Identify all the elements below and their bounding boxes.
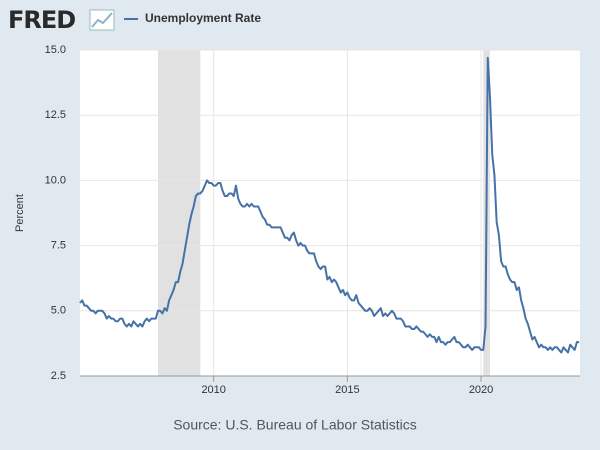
y-tick-label: 10.0: [45, 174, 66, 186]
legend-label: Unemployment Rate: [145, 11, 261, 25]
line: [79, 56, 580, 354]
x-tick-label: 2020: [469, 384, 493, 396]
y-tick-label: 12.5: [45, 109, 66, 121]
y-tick-label: 5.0: [51, 305, 66, 317]
y-tick-label: 15.0: [45, 44, 66, 56]
recession-shade: [157, 50, 201, 376]
y-tick-label: 2.5: [51, 370, 66, 382]
source: Source: U.S. Bureau of Labor Statistics: [173, 417, 417, 433]
plot-area: [80, 50, 580, 376]
y-tick-label: 7.5: [51, 240, 66, 252]
x-tick-label: 2015: [335, 384, 359, 396]
x-tick-label: 2010: [201, 384, 225, 396]
y-axis-label: Percent: [14, 194, 26, 232]
logo-icon: [89, 9, 115, 31]
logo: FRED: [8, 6, 75, 34]
